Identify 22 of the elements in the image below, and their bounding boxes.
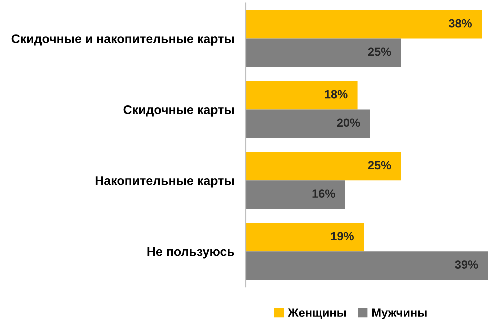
data-label: 19%	[331, 232, 354, 241]
data-label: 18%	[325, 90, 348, 99]
data-label: 20%	[337, 118, 360, 128]
bar	[246, 10, 482, 39]
bar	[246, 38, 402, 68]
data-label: 16%	[312, 190, 336, 198]
bar	[246, 152, 402, 181]
y-tick-label: Скидочные карты	[124, 106, 234, 117]
y-tick-label: Скидочные и накопительные карты	[12, 34, 234, 46]
bar	[246, 180, 346, 210]
y-tick-label: Накопительные карты	[96, 176, 234, 188]
legend-label: Женщины	[288, 308, 346, 320]
bar	[246, 223, 364, 252]
data-label: 39%	[455, 260, 478, 269]
bar	[246, 252, 488, 280]
data-label: 25%	[368, 161, 392, 170]
bar	[246, 81, 358, 110]
data-label: 25%	[368, 48, 392, 56]
legend-label: Мужчины	[372, 308, 427, 320]
data-label: 38%	[448, 19, 472, 28]
bar	[246, 110, 370, 138]
y-tick-label: Не пользуюсь	[148, 248, 234, 259]
